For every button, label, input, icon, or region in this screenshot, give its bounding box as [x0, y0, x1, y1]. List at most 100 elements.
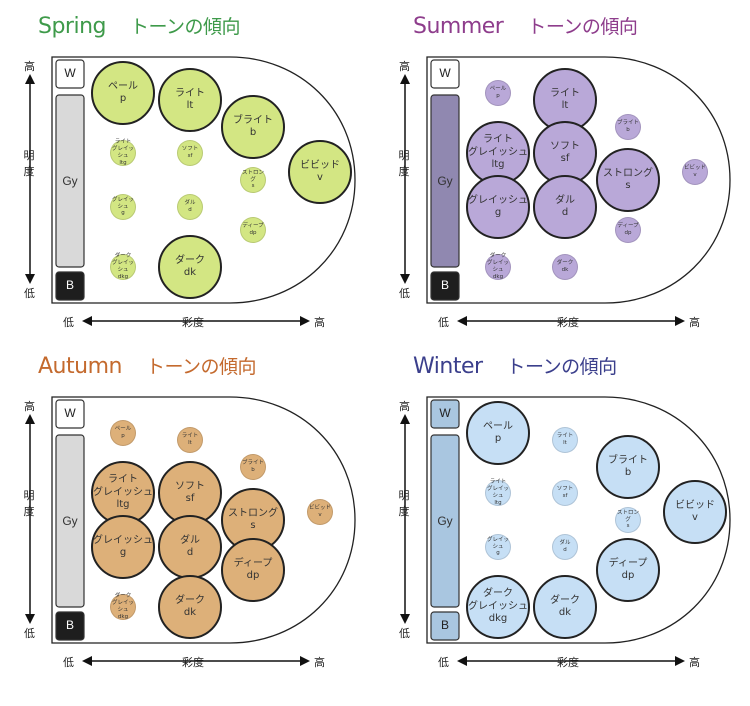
tone-circle: ダル d — [552, 534, 578, 560]
tone-code: g — [121, 210, 125, 217]
tone-name: ダル — [180, 534, 200, 546]
tone-circle: ビビッド v — [307, 499, 333, 525]
black-swatch — [430, 271, 460, 301]
white-swatch — [430, 59, 460, 89]
tone-circle: ペール p — [110, 420, 136, 446]
tone-circle: ペール p — [91, 61, 155, 125]
arrow-down-icon — [25, 274, 35, 284]
tone-code: lt — [188, 440, 192, 446]
brightness-label: 明度 — [398, 489, 410, 518]
trend-label: トーンの傾向 — [145, 356, 257, 378]
chroma-high-label: 高 — [689, 316, 700, 329]
tone-name: ソフト — [175, 480, 205, 492]
tone-code: v — [318, 512, 322, 518]
tone-name: ブライト — [233, 114, 273, 126]
tone-code: dk — [183, 267, 197, 278]
tone-name: ライト — [181, 433, 199, 440]
tone-code: b — [624, 467, 632, 478]
tone-code: dkg — [117, 273, 129, 280]
tone-name: ビビッド — [683, 165, 706, 172]
black-label: B — [440, 278, 449, 292]
trend-label: トーンの傾向 — [506, 356, 618, 378]
panel-spring: Spring トーンの傾向 W Gy B 高低明度低彩度高ペール p ライト lt ブライト b ビ… — [0, 0, 375, 353]
arrow-left-icon — [457, 656, 467, 666]
tone-name: ダーク — [175, 254, 205, 266]
tone-code: ltg — [494, 499, 502, 506]
axis-high-label: 高 — [399, 400, 410, 413]
tone-name: ストロング — [603, 167, 653, 179]
panel-summer: Summer トーンの傾向 W Gy B 高低明度低彩度高ペール p ライト lt ブライト b ビ… — [375, 0, 750, 353]
tone-name: ライト — [556, 433, 574, 440]
arrow-right-icon — [300, 316, 310, 326]
axis-low-label: 低 — [24, 287, 35, 300]
tone-code: d — [561, 207, 569, 218]
panel-title: Winter トーンの傾向 — [413, 352, 617, 379]
tone-circle: ダーク dk — [158, 235, 222, 299]
tone-name: ビビッド — [308, 505, 331, 512]
axis-low-label: 低 — [399, 287, 410, 300]
axis-high-label: 高 — [399, 60, 410, 73]
tone-name: ビビッド — [675, 499, 715, 511]
tone-circle: ストロング s — [596, 148, 660, 212]
white-label: W — [439, 406, 451, 420]
arrow-right-icon — [675, 316, 685, 326]
chroma-high-label: 高 — [689, 656, 700, 669]
tone-circle: ストロング s — [615, 507, 641, 533]
arrow-right-icon — [675, 656, 685, 666]
tone-name: ダーク グレイッシュ — [468, 588, 528, 612]
tone-code: v — [317, 172, 323, 183]
tone-code: ltg — [119, 159, 127, 166]
arrow-up-icon — [25, 74, 35, 84]
axis-low-label: 低 — [399, 627, 410, 640]
panel-title: Spring トーンの傾向 — [38, 12, 241, 39]
tone-name: ライト — [550, 87, 580, 99]
tone-circle: ライト グレイッシュ ltg — [485, 479, 511, 506]
tone-name: グレイッシュ — [93, 534, 153, 546]
tone-circle: ブライト b — [615, 114, 641, 140]
tone-code: s — [625, 180, 631, 191]
tone-name: ディープ — [608, 557, 648, 569]
tone-code: s — [250, 520, 256, 531]
tone-code: dkg — [117, 613, 129, 620]
white-swatch — [55, 399, 85, 429]
chroma-label: 彩度 — [557, 316, 579, 329]
chroma-low-label: 低 — [63, 656, 74, 669]
brightness-label: 明度 — [23, 149, 35, 178]
tone-circle: ダーク グレイッシュ dkg — [110, 593, 136, 620]
tone-name: ブライト — [608, 454, 648, 466]
gray-label: Gy — [62, 514, 78, 528]
tone-code: dk — [183, 607, 197, 618]
tone-code: dp — [621, 570, 635, 581]
tone-circle: ライト lt — [158, 68, 222, 132]
tone-code: g — [496, 550, 500, 557]
tone-code: sf — [185, 493, 195, 504]
chroma-high-label: 高 — [314, 316, 325, 329]
white-swatch — [430, 399, 460, 429]
tone-code: s — [626, 523, 630, 530]
tone-code: d — [186, 547, 194, 558]
tone-circle: ストロング s — [221, 488, 285, 552]
tone-circle: ダーク dk — [158, 575, 222, 639]
tone-name: ブライト — [616, 120, 639, 127]
chroma-low-label: 低 — [438, 656, 449, 669]
gray-swatch — [55, 94, 85, 268]
chroma-high-label: 高 — [314, 656, 325, 669]
tone-circle: ダーク グレイッシュ dkg — [466, 575, 530, 639]
tone-name: ライト グレイッシュ — [93, 474, 153, 498]
arrow-right-icon — [300, 656, 310, 666]
tone-circle: ディープ dp — [240, 217, 266, 243]
tone-name: ストロング — [241, 169, 264, 183]
tone-name: ダーク — [175, 594, 205, 606]
tone-code: p — [496, 93, 500, 99]
gray-label: Gy — [437, 174, 453, 188]
chroma-label: 彩度 — [182, 316, 204, 329]
axis-low-label: 低 — [24, 627, 35, 640]
tone-name: ダーク グレイッシュ — [111, 253, 134, 273]
black-swatch — [55, 271, 85, 301]
tone-code: ltg — [491, 159, 505, 171]
tone-name: ペール — [114, 426, 132, 433]
tone-code: sf — [562, 493, 568, 499]
tone-code: lt — [561, 100, 569, 111]
tone-code: sf — [187, 153, 193, 159]
tone-name: ペール — [489, 86, 507, 93]
